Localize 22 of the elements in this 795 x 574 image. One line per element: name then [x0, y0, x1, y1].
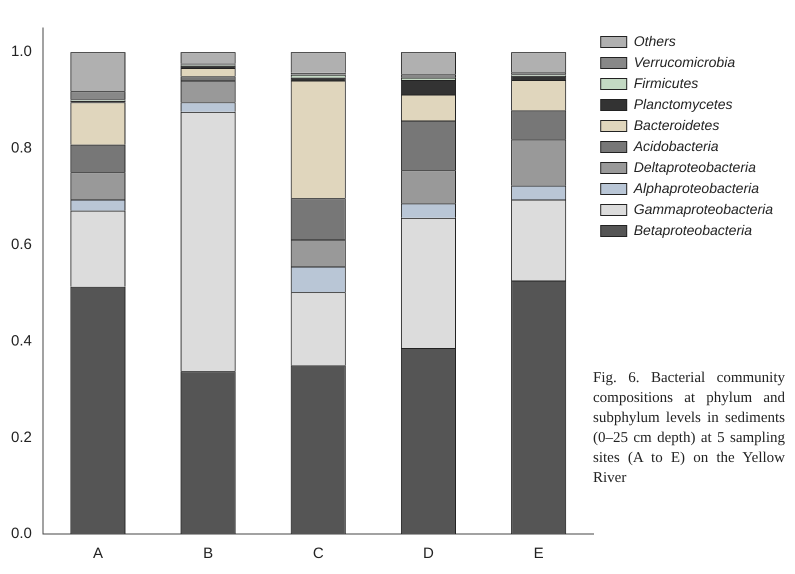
- x-tick-label: A: [92, 545, 103, 562]
- legend-label: Alphaproteobacteria: [632, 180, 760, 196]
- legend-label: Deltaproteobacteria: [634, 158, 756, 175]
- legend-label: Planctomycetes: [634, 96, 733, 112]
- y-tick-label: 0.8: [10, 140, 32, 157]
- annotation: Fig. 6. Bacterial community compositions at phylum and subphylum levels in sediments (0–25 cm depth) at 5 sampling sites (A to E) on the Yellow River: [593, 369, 785, 488]
- y-tick-label: 0.2: [10, 428, 32, 446]
- x-tick-label: E: [534, 545, 544, 562]
- legend-label: Betaproteobacteria: [634, 222, 752, 238]
- x-tick-label: B: [203, 545, 214, 562]
- y-tick-label: 0.4: [10, 332, 32, 350]
- legend-label: Firmicutes: [634, 74, 698, 91]
- legend-label: Verrucomicrobia: [634, 54, 736, 70]
- x-tick-label: C: [312, 545, 324, 562]
- x-tick-label: D: [423, 545, 434, 562]
- y-tick-label: 0.6: [10, 236, 32, 253]
- y-tick-label: 1.0: [10, 43, 32, 60]
- legend-label: Others: [634, 32, 676, 49]
- legend-label: Acidobacteria: [632, 138, 719, 154]
- legend-label: Bacteroidetes: [634, 116, 720, 133]
- legend-label: Gammaproteobacteria: [634, 200, 774, 217]
- y-tick-label: 0.0: [10, 525, 32, 542]
